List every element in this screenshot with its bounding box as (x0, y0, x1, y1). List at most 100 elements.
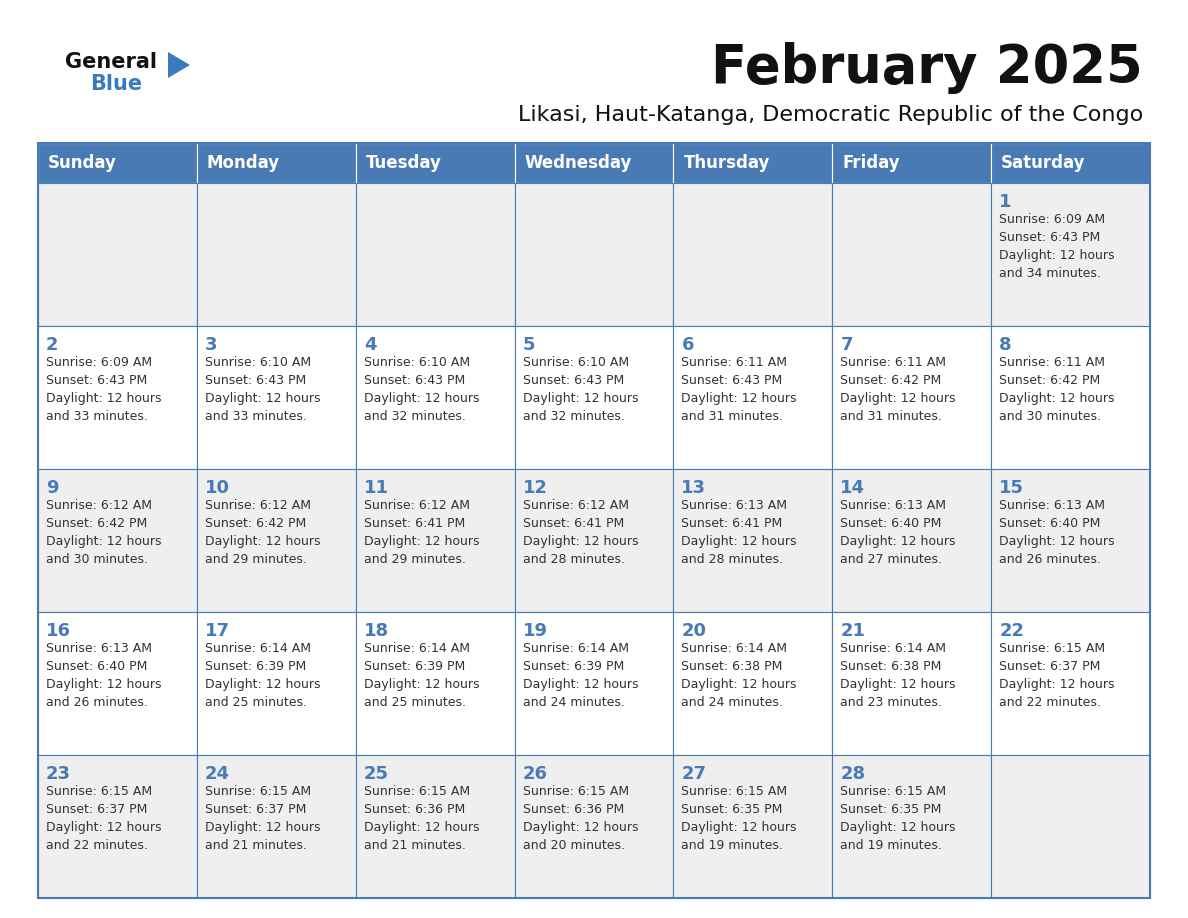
Text: Daylight: 12 hours: Daylight: 12 hours (840, 678, 956, 691)
Text: 2: 2 (46, 336, 58, 354)
Text: Sunset: 6:41 PM: Sunset: 6:41 PM (523, 517, 624, 530)
Text: Sunrise: 6:12 AM: Sunrise: 6:12 AM (364, 499, 469, 512)
Text: Sunrise: 6:13 AM: Sunrise: 6:13 AM (682, 499, 788, 512)
Text: Sunset: 6:41 PM: Sunset: 6:41 PM (364, 517, 465, 530)
Text: General: General (65, 52, 157, 72)
Text: Daylight: 12 hours: Daylight: 12 hours (204, 678, 321, 691)
Text: Daylight: 12 hours: Daylight: 12 hours (523, 678, 638, 691)
Bar (38, 143, 197, 183)
Text: Daylight: 12 hours: Daylight: 12 hours (364, 535, 479, 548)
Text: Sunset: 6:39 PM: Sunset: 6:39 PM (364, 660, 465, 673)
Text: and 25 minutes.: and 25 minutes. (204, 696, 307, 709)
Text: and 26 minutes.: and 26 minutes. (999, 553, 1101, 566)
Text: Monday: Monday (207, 154, 280, 172)
Text: Sunset: 6:39 PM: Sunset: 6:39 PM (204, 660, 307, 673)
Text: 22: 22 (999, 622, 1024, 640)
Text: Daylight: 12 hours: Daylight: 12 hours (999, 392, 1114, 405)
Text: 4: 4 (364, 336, 377, 354)
Text: and 24 minutes.: and 24 minutes. (682, 696, 783, 709)
Text: and 24 minutes.: and 24 minutes. (523, 696, 625, 709)
Text: Sunrise: 6:12 AM: Sunrise: 6:12 AM (204, 499, 311, 512)
Bar (514, 143, 674, 183)
Text: Daylight: 12 hours: Daylight: 12 hours (523, 535, 638, 548)
Polygon shape (168, 52, 190, 78)
Bar (674, 612, 833, 755)
Bar (355, 143, 514, 183)
Text: Sunrise: 6:14 AM: Sunrise: 6:14 AM (364, 642, 469, 655)
Bar (38, 612, 197, 755)
Text: Sunset: 6:43 PM: Sunset: 6:43 PM (682, 374, 783, 387)
Bar (991, 469, 1150, 612)
Text: Sunset: 6:42 PM: Sunset: 6:42 PM (840, 374, 942, 387)
Text: Sunset: 6:39 PM: Sunset: 6:39 PM (523, 660, 624, 673)
Text: 26: 26 (523, 765, 548, 783)
Text: and 27 minutes.: and 27 minutes. (840, 553, 942, 566)
Text: Daylight: 12 hours: Daylight: 12 hours (682, 678, 797, 691)
Text: 1: 1 (999, 193, 1012, 211)
Text: and 21 minutes.: and 21 minutes. (204, 839, 307, 852)
Bar (674, 755, 833, 898)
Text: Sunset: 6:37 PM: Sunset: 6:37 PM (46, 803, 147, 816)
Bar (197, 755, 355, 898)
Bar (674, 143, 833, 183)
Text: Wednesday: Wednesday (525, 154, 632, 172)
Bar (38, 183, 197, 326)
Text: and 34 minutes.: and 34 minutes. (999, 267, 1101, 280)
Text: Sunset: 6:35 PM: Sunset: 6:35 PM (682, 803, 783, 816)
Text: 13: 13 (682, 479, 707, 497)
Bar (514, 755, 674, 898)
Text: Sunset: 6:42 PM: Sunset: 6:42 PM (999, 374, 1100, 387)
Bar (674, 326, 833, 469)
Bar (514, 326, 674, 469)
Text: 25: 25 (364, 765, 388, 783)
Text: Daylight: 12 hours: Daylight: 12 hours (840, 535, 956, 548)
Bar (674, 183, 833, 326)
Text: 18: 18 (364, 622, 388, 640)
Text: Sunrise: 6:09 AM: Sunrise: 6:09 AM (46, 356, 152, 369)
Text: Sunset: 6:37 PM: Sunset: 6:37 PM (999, 660, 1100, 673)
Text: Sunrise: 6:11 AM: Sunrise: 6:11 AM (840, 356, 947, 369)
Bar (38, 469, 197, 612)
Text: Sunset: 6:43 PM: Sunset: 6:43 PM (46, 374, 147, 387)
Bar (355, 326, 514, 469)
Text: Sunset: 6:38 PM: Sunset: 6:38 PM (682, 660, 783, 673)
Text: 9: 9 (46, 479, 58, 497)
Text: 3: 3 (204, 336, 217, 354)
Text: Sunrise: 6:15 AM: Sunrise: 6:15 AM (204, 785, 311, 798)
Text: and 23 minutes.: and 23 minutes. (840, 696, 942, 709)
Text: Sunset: 6:35 PM: Sunset: 6:35 PM (840, 803, 942, 816)
Text: and 25 minutes.: and 25 minutes. (364, 696, 466, 709)
Text: Sunset: 6:43 PM: Sunset: 6:43 PM (999, 231, 1100, 244)
Text: Thursday: Thursday (683, 154, 770, 172)
Text: and 22 minutes.: and 22 minutes. (999, 696, 1101, 709)
Text: 7: 7 (840, 336, 853, 354)
Text: 27: 27 (682, 765, 707, 783)
Text: and 29 minutes.: and 29 minutes. (364, 553, 466, 566)
Text: Daylight: 12 hours: Daylight: 12 hours (840, 821, 956, 834)
Text: Sunrise: 6:10 AM: Sunrise: 6:10 AM (364, 356, 469, 369)
Text: and 19 minutes.: and 19 minutes. (840, 839, 942, 852)
Bar (991, 183, 1150, 326)
Bar (833, 612, 991, 755)
Text: Daylight: 12 hours: Daylight: 12 hours (682, 392, 797, 405)
Text: Sunrise: 6:14 AM: Sunrise: 6:14 AM (682, 642, 788, 655)
Text: 28: 28 (840, 765, 865, 783)
Text: Sunset: 6:40 PM: Sunset: 6:40 PM (999, 517, 1100, 530)
Text: Sunrise: 6:10 AM: Sunrise: 6:10 AM (523, 356, 628, 369)
Bar (355, 469, 514, 612)
Text: Sunset: 6:36 PM: Sunset: 6:36 PM (523, 803, 624, 816)
Text: 20: 20 (682, 622, 707, 640)
Text: and 30 minutes.: and 30 minutes. (46, 553, 148, 566)
Text: Sunrise: 6:15 AM: Sunrise: 6:15 AM (999, 642, 1105, 655)
Text: Blue: Blue (90, 74, 143, 94)
Text: Sunrise: 6:15 AM: Sunrise: 6:15 AM (364, 785, 469, 798)
Text: Daylight: 12 hours: Daylight: 12 hours (999, 249, 1114, 262)
Text: 14: 14 (840, 479, 865, 497)
Bar (355, 612, 514, 755)
Text: Daylight: 12 hours: Daylight: 12 hours (523, 392, 638, 405)
Text: Sunset: 6:42 PM: Sunset: 6:42 PM (204, 517, 307, 530)
Text: February 2025: February 2025 (712, 42, 1143, 94)
Text: 21: 21 (840, 622, 865, 640)
Bar (355, 183, 514, 326)
Text: Sunrise: 6:13 AM: Sunrise: 6:13 AM (46, 642, 152, 655)
